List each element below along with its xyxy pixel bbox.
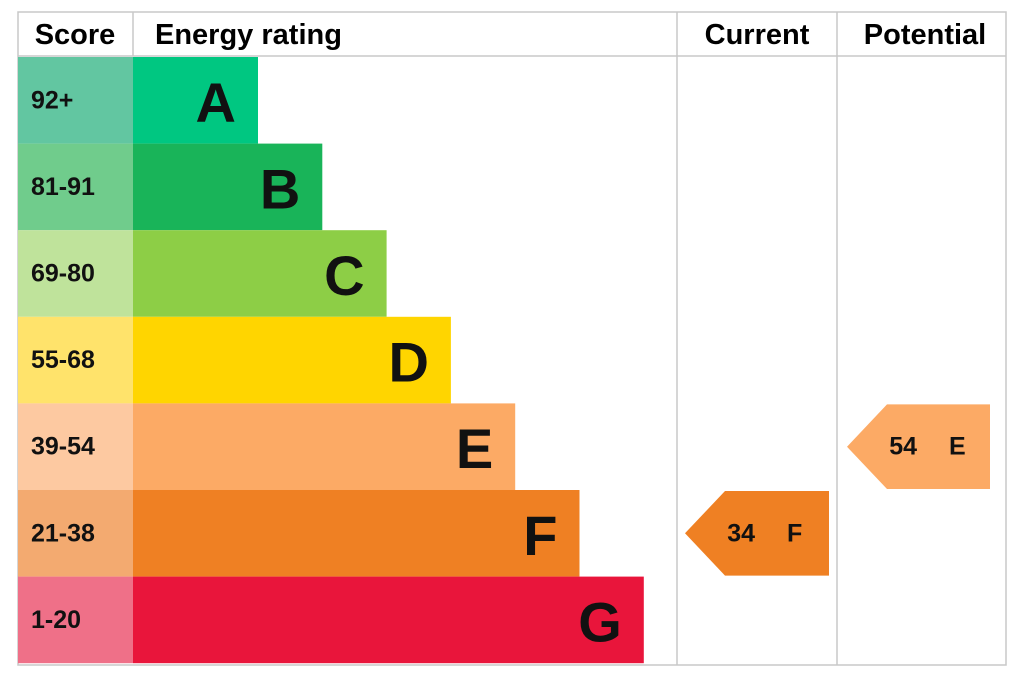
header-score: Score	[35, 19, 116, 51]
score-cell	[18, 143, 133, 231]
score-cell	[18, 490, 133, 577]
score-label: 1-20	[31, 606, 81, 634]
rating-letter: E	[456, 417, 493, 480]
rating-bar	[133, 490, 580, 577]
score-label: 81-91	[31, 173, 95, 201]
rating-bar	[133, 143, 323, 231]
rating-letter: F	[523, 504, 557, 567]
score-cell	[18, 576, 133, 664]
rating-bar	[133, 576, 644, 664]
rating-bar	[133, 230, 387, 317]
potential-value: 54	[889, 433, 917, 461]
score-cell	[18, 57, 133, 144]
score-cell	[18, 316, 133, 404]
rating-letter: A	[196, 71, 236, 134]
potential-rating: E	[949, 433, 966, 461]
rating-letter: C	[324, 244, 364, 307]
score-cell	[18, 230, 133, 317]
score-label: 69-80	[31, 260, 95, 288]
rating-bar	[133, 316, 451, 404]
score-cell	[18, 403, 133, 490]
score-label: 55-68	[31, 346, 95, 374]
header-current: Current	[705, 19, 810, 51]
potential-arrow	[847, 404, 990, 489]
current-arrow	[685, 491, 829, 576]
rating-letter: G	[578, 590, 622, 653]
rating-letter: D	[388, 331, 428, 394]
current-value: 34	[727, 519, 755, 547]
current-rating: F	[787, 519, 802, 547]
rating-letter: B	[260, 157, 300, 220]
rating-bar	[133, 403, 516, 490]
score-label: 21-38	[31, 519, 95, 547]
header-potential: Potential	[864, 19, 986, 51]
score-label: 92+	[31, 86, 73, 114]
header-energy-rating: Energy rating	[155, 19, 342, 51]
score-label: 39-54	[31, 433, 95, 461]
rating-bar	[133, 57, 258, 144]
